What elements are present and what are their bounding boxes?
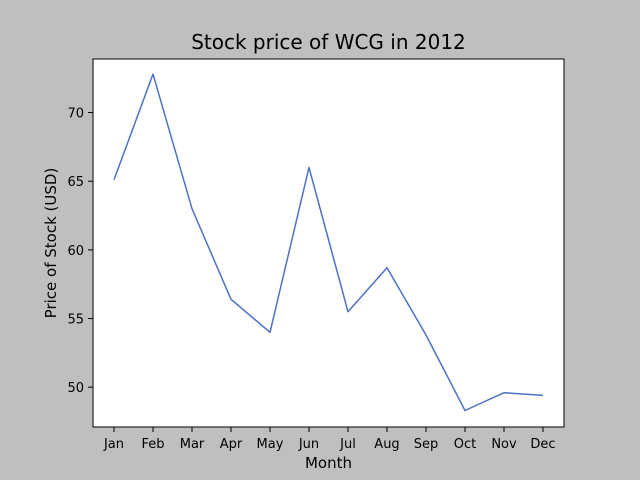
plot-area [92, 58, 565, 428]
series-layer [113, 73, 544, 412]
chart-title: Stock price of WCG in 2012 [191, 30, 466, 54]
x-axis: Jan Feb Mar Apr May Jun Jul Aug Sep Oct Nov Dec [103, 427, 556, 452]
x-tick-label: Oct [454, 437, 476, 452]
y-tick-label: 55 [67, 313, 84, 328]
y-tick-label: 50 [67, 381, 84, 396]
series-line [113, 73, 544, 412]
x-tick-label: Feb [141, 437, 164, 452]
y-tick-label: 70 [67, 107, 84, 122]
y-tick-label: 65 [67, 175, 84, 190]
x-tick-label: May [257, 437, 284, 452]
x-tick-label: Sep [414, 437, 439, 452]
x-tick-label: Mar [180, 437, 205, 452]
x-tick-label: Jul [339, 437, 356, 452]
y-tick-label: 60 [67, 244, 84, 259]
x-tick-label: Apr [220, 437, 243, 452]
x-tick-label: Dec [530, 437, 555, 452]
x-tick-label: Jan [103, 437, 124, 452]
x-axis-title: Month [305, 454, 352, 472]
x-tick-label: Aug [374, 437, 399, 452]
y-axis: 50 55 60 65 70 [67, 107, 93, 396]
y-axis-title: Price of Stock (USD) [42, 168, 60, 319]
x-tick-label: Nov [491, 437, 517, 452]
x-tick-label: Jun [298, 437, 319, 452]
